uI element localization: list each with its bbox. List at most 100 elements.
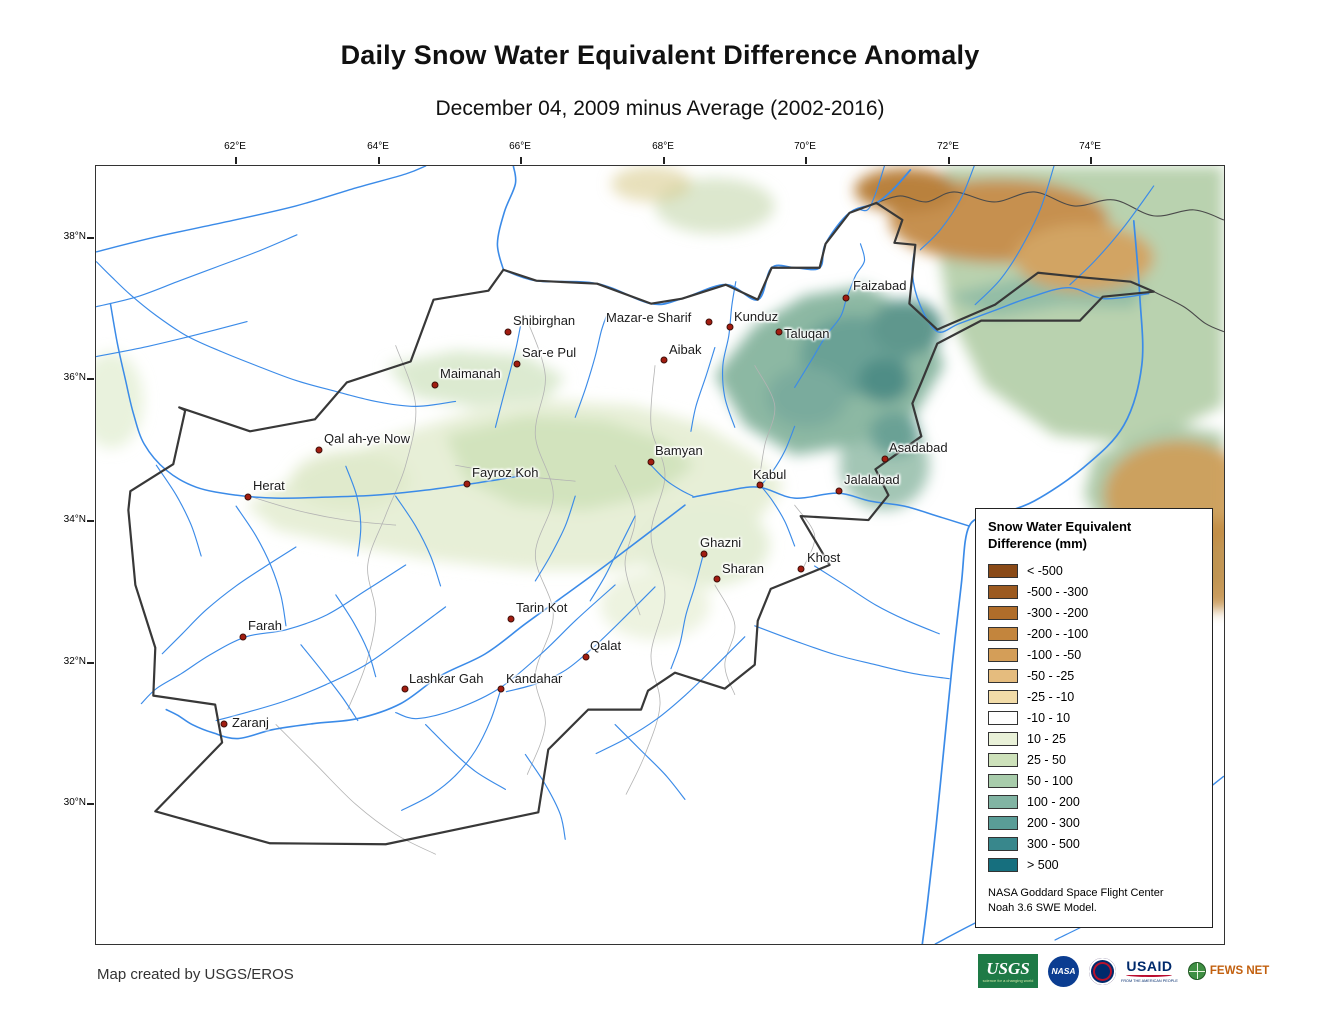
river-path	[762, 487, 796, 547]
river-path	[96, 321, 248, 358]
lon-label: 68°E	[652, 141, 674, 152]
legend-swatch	[988, 858, 1018, 873]
river-path	[96, 261, 457, 407]
river-path	[335, 594, 377, 678]
legend-swatch	[988, 753, 1018, 768]
legend-entry: 200 - 300	[988, 813, 1204, 834]
river-path	[911, 245, 1150, 333]
legend-entry: 300 - 500	[988, 834, 1204, 855]
legend-swatch	[988, 711, 1018, 726]
river-path	[161, 546, 297, 655]
legend-entry-label: 100 - 200	[1027, 795, 1080, 810]
river-path	[690, 346, 716, 432]
page-subtitle: December 04, 2009 minus Average (2002-20…	[435, 97, 885, 120]
river-path	[595, 636, 746, 755]
legend-entry-label: 50 - 100	[1027, 774, 1073, 789]
legend-swatch	[988, 732, 1018, 747]
river-path	[974, 166, 1055, 306]
legend-swatch	[988, 690, 1018, 705]
lon-tick	[235, 157, 237, 164]
legend-entry-label: 200 - 300	[1027, 816, 1080, 831]
legend-swatch	[988, 837, 1018, 852]
lat-label: 34°N	[63, 514, 86, 525]
lat-label: 32°N	[63, 656, 86, 667]
lat-tick	[87, 378, 94, 380]
admin-boundary	[524, 315, 554, 775]
river-path	[494, 326, 521, 428]
legend-note-line2: Noah 3.6 SWE Model.	[988, 901, 1097, 914]
river-path	[505, 586, 656, 693]
river-path	[650, 464, 694, 497]
legend-note-line1: NASA Goddard Space Flight Center	[988, 886, 1164, 899]
legend-swatch	[988, 648, 1018, 663]
legend-entry-label: -200 - -100	[1027, 627, 1089, 642]
legend-swatch	[988, 606, 1018, 621]
legend-swatch	[988, 585, 1018, 600]
river-path	[670, 555, 704, 670]
legend-entry: 50 - 100	[988, 771, 1204, 792]
legend-entry: 100 - 200	[988, 792, 1204, 813]
legend-entry: 10 - 25	[988, 729, 1204, 750]
river-path	[165, 504, 686, 740]
legend-entry: -25 - -10	[988, 687, 1204, 708]
lat-tick	[87, 237, 94, 239]
legend-panel: Snow Water Equivalent Difference (mm) < …	[975, 508, 1213, 928]
usaid-seal-icon	[1089, 957, 1116, 985]
lon-label: 70°E	[794, 141, 816, 152]
river-path	[524, 753, 566, 840]
legend-entry: -100 - -50	[988, 645, 1204, 666]
river-path	[794, 243, 866, 389]
river-path	[496, 166, 517, 271]
lon-tick	[663, 157, 665, 164]
legend-entry-label: -50 - -25	[1027, 669, 1075, 684]
lon-tick	[520, 157, 522, 164]
usaid-swoosh-icon	[1126, 973, 1173, 978]
country-border	[1153, 291, 1224, 333]
legend-entry-label: 300 - 500	[1027, 837, 1080, 852]
globe-icon	[1187, 962, 1206, 980]
river-path	[425, 723, 506, 790]
admin-boundary	[625, 365, 666, 795]
legend-entry: -500 - -300	[988, 582, 1204, 603]
river-path	[155, 464, 202, 557]
usgs-logo-tagline: science for a changing world	[982, 977, 1034, 983]
legend-entry-label: -10 - 10	[1027, 711, 1071, 726]
admin-boundary	[714, 584, 736, 696]
river-path	[919, 166, 975, 251]
legend-entry-label: -300 - -200	[1027, 606, 1089, 621]
river-path	[109, 302, 527, 499]
lon-label: 72°E	[937, 141, 959, 152]
river-path	[534, 495, 576, 582]
legend-entry: -10 - 10	[988, 708, 1204, 729]
legend-swatch	[988, 627, 1018, 642]
fewsnet-logo-text: FEWS NET	[1209, 965, 1270, 977]
river-path	[395, 495, 442, 587]
legend-entry: > 500	[988, 855, 1204, 876]
legend-title: Snow Water Equivalent Difference (mm)	[988, 519, 1204, 553]
legend-entry: 25 - 50	[988, 750, 1204, 771]
river-path	[849, 166, 885, 214]
afghanistan-border	[127, 201, 1155, 846]
legend-entry-label: -500 - -300	[1027, 585, 1089, 600]
logo-strip: USGS science for a changing world NASA U…	[978, 954, 1269, 988]
river-path	[762, 425, 796, 484]
lon-label: 66°E	[509, 141, 531, 152]
fewsnet-logo: FEWS NET	[1187, 962, 1270, 980]
river-path	[96, 234, 298, 308]
legend-entry-label: -100 - -50	[1027, 648, 1082, 663]
lat-tick	[87, 803, 94, 805]
legend-note: NASA Goddard Space Flight Center Noah 3.…	[988, 886, 1204, 916]
legend-entry-label: < -500	[1027, 564, 1063, 579]
nasa-logo-text: NASA	[1051, 966, 1076, 976]
lon-label: 74°E	[1079, 141, 1101, 152]
lat-tick	[87, 520, 94, 522]
legend-entry-label: 10 - 25	[1027, 732, 1066, 747]
legend-swatch	[988, 816, 1018, 831]
lon-tick	[1090, 157, 1092, 164]
river-path	[614, 723, 686, 800]
map-credit: Map created by USGS/EROS	[97, 966, 294, 983]
admin-boundary	[347, 345, 417, 711]
legend-entry-label: > 500	[1027, 858, 1059, 873]
nasa-logo: NASA	[1048, 955, 1079, 987]
